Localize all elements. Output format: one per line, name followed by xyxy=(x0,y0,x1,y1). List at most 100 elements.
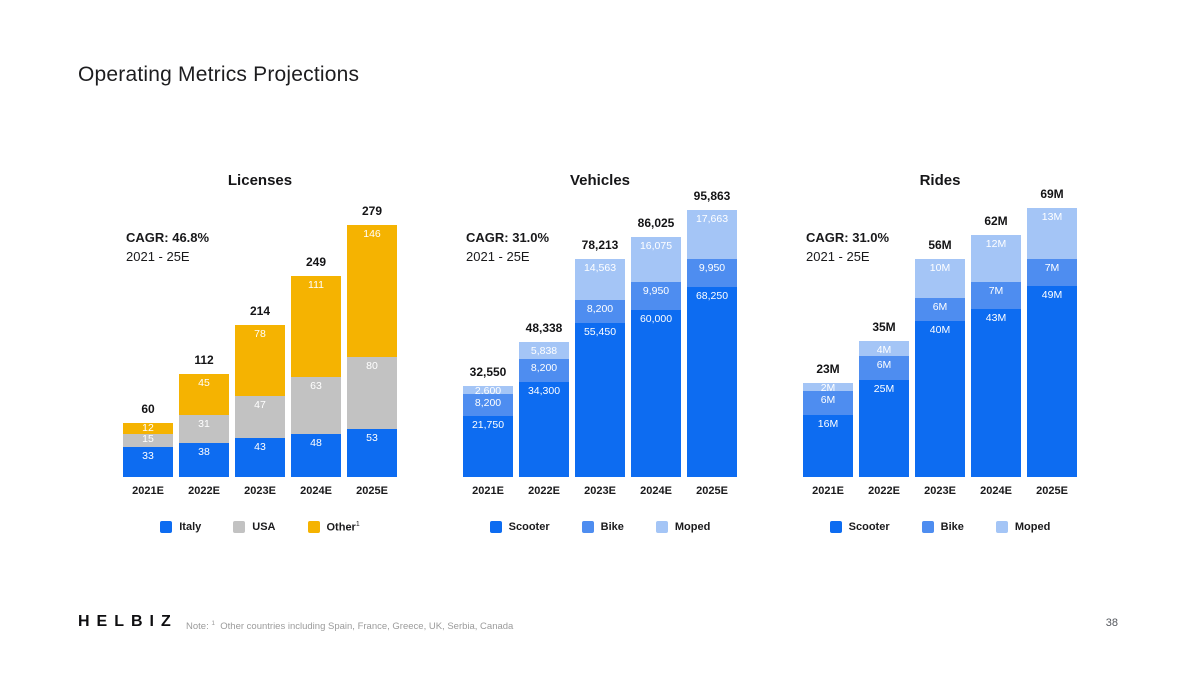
x-axis-label: 2022E xyxy=(868,485,900,497)
stacked-bar: 2M 6M 16M xyxy=(803,383,853,477)
segment-value-label: 55,450 xyxy=(583,325,617,338)
stacked-bar: 45 31 38 xyxy=(179,374,229,477)
legend-swatch-scooter xyxy=(489,521,502,533)
bar-group: 35M 4M 6M 25M xyxy=(859,320,909,477)
bar-total-label: 56M xyxy=(928,237,952,252)
bar-group: 112 45 31 38 xyxy=(179,353,229,477)
chart-title: Rides xyxy=(919,172,961,189)
segment-value-label: 13M xyxy=(1041,211,1063,224)
stacked-bar: 2,600 8,200 21,750 xyxy=(463,386,513,477)
legend-item: Bike xyxy=(581,521,624,533)
segment-value-label: 8,200 xyxy=(586,302,614,315)
footnote: Note: 1 Other countries including Spain,… xyxy=(186,620,513,632)
legend-label: Bike xyxy=(941,521,964,533)
x-axis-label: 2025E xyxy=(1036,485,1068,497)
segment-value-label: 25M xyxy=(873,382,895,395)
legend-label: USA xyxy=(252,521,275,533)
x-axis-label: 2021E xyxy=(812,485,844,497)
x-axis-label: 2022E xyxy=(188,485,220,497)
bar-group: 214 78 47 43 xyxy=(235,304,285,477)
bar-total-label: 35M xyxy=(872,319,896,334)
bar-group: 95,863 17,663 9,950 68,250 xyxy=(687,189,737,477)
stacked-bar: 13M 7M 49M xyxy=(1027,208,1077,477)
bar-segment-italy: 48 xyxy=(291,433,341,477)
bar-segment-moped: 5,838 xyxy=(519,342,569,359)
bar-total-label: 249 xyxy=(305,255,327,270)
bar-total-label: 279 xyxy=(361,203,383,218)
bar-segment-usa: 47 xyxy=(235,395,285,439)
bar-segment-italy: 53 xyxy=(347,429,397,477)
bar-segment-scooter: 60,000 xyxy=(631,309,681,477)
segment-value-label: 16M xyxy=(817,417,839,430)
legend-item: USA xyxy=(233,521,276,534)
bar-group: 56M 10M 6M 40M xyxy=(915,238,965,477)
bar-segment-usa: 31 xyxy=(179,414,229,443)
segment-value-label: 17,663 xyxy=(695,213,729,226)
x-axis-label: 2025E xyxy=(696,485,728,497)
x-axis-label: 2021E xyxy=(472,485,504,497)
bar-segment-bike: 6M xyxy=(915,297,965,322)
segment-value-label: 43 xyxy=(254,441,266,454)
x-axis-label: 2021E xyxy=(132,485,164,497)
helbiz-logo: HELBIZ xyxy=(78,613,178,630)
bar-segment-italy: 38 xyxy=(179,442,229,477)
bar-segment-usa: 15 xyxy=(123,433,173,448)
stacked-bar: 5,838 8,200 34,300 xyxy=(519,342,569,477)
segment-value-label: 63 xyxy=(310,379,322,392)
chart-rides: Rides CAGR: 31.0% 2021 - 25E 23M 2M 6M 16M 3… xyxy=(770,172,1110,562)
bar-group: 69M 13M 7M 49M xyxy=(1027,187,1077,477)
legend-label-text: Bike xyxy=(940,521,964,533)
segment-value-label: 12 xyxy=(142,421,154,434)
legend-swatch-scooter xyxy=(829,521,842,533)
legend-label-text: Bike xyxy=(600,521,624,533)
segment-value-label: 9,950 xyxy=(642,285,670,298)
segment-value-label: 2,600 xyxy=(474,385,502,398)
stacked-bar: 16,075 9,950 60,000 xyxy=(631,237,681,477)
bar-group: 23M 2M 6M 16M xyxy=(803,362,853,477)
segment-value-label: 14,563 xyxy=(583,262,617,275)
segment-value-label: 80 xyxy=(366,359,378,372)
bar-total-label: 62M xyxy=(984,214,1008,229)
segment-value-label: 6M xyxy=(932,300,948,313)
chart-title: Licenses xyxy=(227,172,293,189)
bar-segment-scooter: 49M xyxy=(1027,286,1077,477)
segment-value-label: 34,300 xyxy=(527,384,561,397)
stacked-bar: 78 47 43 xyxy=(235,325,285,477)
bar-total-label: 32,550 xyxy=(469,365,507,380)
chart-title: Vehicles xyxy=(569,172,631,189)
cagr-rate: CAGR: 31.0% xyxy=(466,230,550,245)
plot-area: 32,550 2,600 8,200 21,750 48,338 5,838 8,200 34… xyxy=(430,189,770,477)
legend-swatch-moped xyxy=(995,521,1008,533)
bar-group: 32,550 2,600 8,200 21,750 xyxy=(463,365,513,477)
x-axis-label: 2022E xyxy=(528,485,560,497)
x-axis-label: 2023E xyxy=(244,485,276,497)
segment-value-label: 111 xyxy=(308,279,324,292)
cagr-period: 2021 - 25E xyxy=(806,249,870,264)
plot-area: 60 12 15 33 112 45 31 38 214 78 47 43 249 111 63 48 279 1… xyxy=(90,203,430,477)
cagr-block: CAGR: 31.0% 2021 - 25E xyxy=(466,228,549,266)
bar-segment-bike: 7M xyxy=(971,282,1021,310)
bar-segment-bike: 6M xyxy=(803,391,853,415)
stacked-bar: 12M 7M 43M xyxy=(971,235,1021,477)
bar-segment-moped: 2,600 xyxy=(463,385,513,398)
legend: Italy USA Other1 xyxy=(90,521,430,534)
bar-segment-scooter: 55,450 xyxy=(575,322,625,477)
stacked-bar: 10M 6M 40M xyxy=(915,258,965,477)
segment-value-label: 6M xyxy=(820,394,836,407)
legend-swatch-bike xyxy=(921,521,934,533)
bar-group: 60 12 15 33 xyxy=(123,402,173,477)
bar-segment-usa: 63 xyxy=(291,376,341,434)
segment-value-label: 10M xyxy=(929,261,951,274)
legend-label: Italy xyxy=(179,521,201,533)
x-axis-label: 2023E xyxy=(924,485,956,497)
page-number: 38 xyxy=(1105,617,1118,629)
bar-segment-italy: 33 xyxy=(123,447,173,477)
segment-value-label: 4M xyxy=(876,343,892,356)
segment-value-label: 43M xyxy=(985,312,1007,325)
x-axis-labels: 2021E 2022E 2023E 2024E 2025E xyxy=(90,485,430,497)
legend-item: Bike xyxy=(921,521,964,533)
bar-total-label: 23M xyxy=(816,362,840,377)
stacked-bar: 111 63 48 xyxy=(291,276,341,477)
bar-total-label: 112 xyxy=(194,353,214,368)
legend-swatch-moped xyxy=(655,521,668,533)
